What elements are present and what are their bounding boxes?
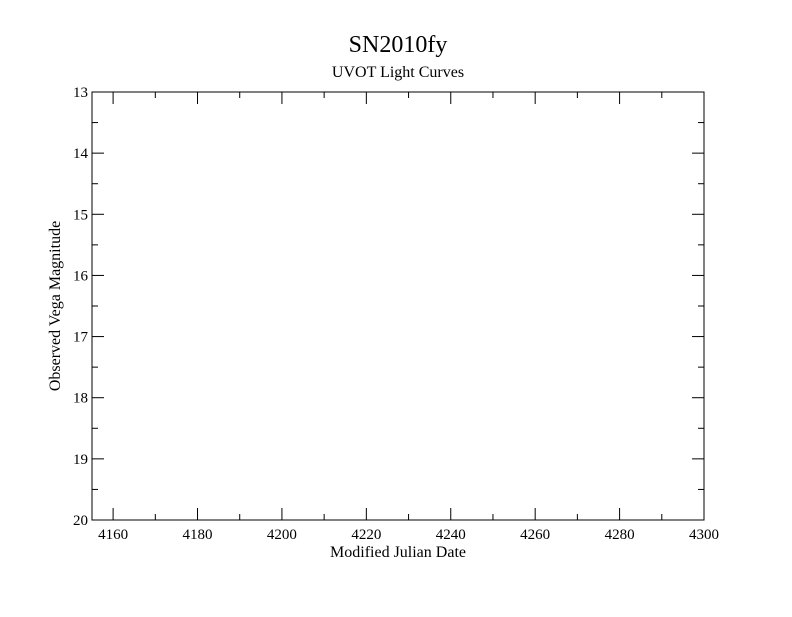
y-tick-label: 16	[73, 268, 89, 284]
y-axis-label: Observed Vega Magnitude	[47, 221, 64, 391]
x-tick-label: 4300	[689, 527, 719, 543]
y-tick-label: 15	[73, 207, 88, 223]
x-tick-label: 4240	[436, 527, 466, 543]
x-axis-label: Modified Julian Date	[330, 544, 466, 561]
y-tick-label: 20	[73, 513, 88, 529]
x-tick-label: 4180	[183, 527, 213, 543]
y-tick-label: 13	[73, 85, 88, 101]
x-tick-label: 4220	[351, 527, 381, 543]
chart-title: SN2010fy	[349, 32, 448, 58]
y-tick-label: 14	[73, 146, 89, 162]
x-tick-label: 4160	[98, 527, 128, 543]
chart-subtitle: UVOT Light Curves	[332, 64, 464, 81]
axis-ticks: 4160 4180 4200 4220 4240 4260 4280 4300 13 14 15 16…	[73, 85, 719, 543]
y-tick-label: 17	[73, 330, 89, 346]
y-tick-label: 18	[73, 391, 88, 407]
y-tick-label: 19	[73, 452, 88, 468]
x-tick-label: 4200	[267, 527, 297, 543]
x-tick-label: 4280	[605, 527, 635, 543]
x-tick-label: 4260	[520, 527, 550, 543]
plot-frame	[91, 91, 705, 521]
